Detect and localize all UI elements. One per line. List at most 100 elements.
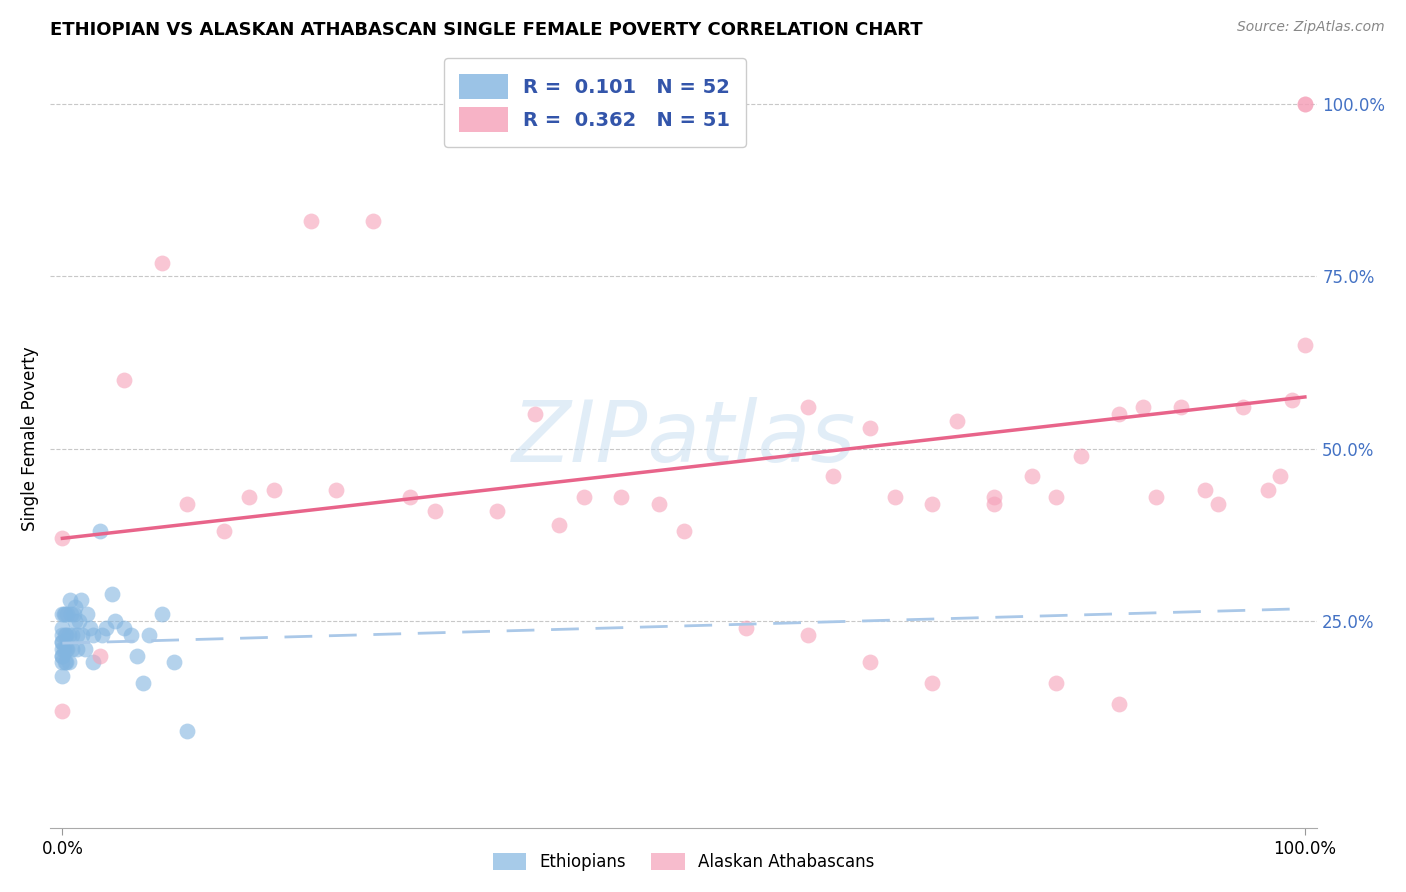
Point	[103, 614, 125, 628]
Point	[132, 676, 155, 690]
Point	[58, 628, 80, 642]
Point	[212, 524, 235, 539]
Point	[1045, 490, 1067, 504]
Point	[176, 724, 198, 739]
Point	[51, 628, 73, 642]
Point	[52, 607, 75, 622]
Point	[1232, 401, 1254, 415]
Point	[548, 517, 571, 532]
Point	[66, 628, 89, 642]
Point	[76, 607, 98, 622]
Point	[114, 373, 136, 387]
Point	[238, 490, 260, 504]
Point	[58, 656, 80, 670]
Point	[63, 614, 86, 628]
Point	[91, 628, 114, 642]
Point	[70, 628, 93, 642]
Point	[523, 407, 546, 421]
Point	[1021, 469, 1043, 483]
Legend: Ethiopians, Alaskan Athabascans: Ethiopians, Alaskan Athabascans	[486, 847, 882, 878]
Point	[859, 421, 882, 435]
Point	[486, 504, 509, 518]
Point	[983, 490, 1005, 504]
Point	[672, 524, 695, 539]
Point	[1045, 676, 1067, 690]
Point	[797, 401, 820, 415]
Point	[299, 214, 322, 228]
Point	[399, 490, 422, 504]
Point	[1281, 393, 1303, 408]
Point	[59, 593, 82, 607]
Point	[55, 641, 77, 656]
Point	[1294, 338, 1316, 352]
Point	[60, 628, 83, 642]
Point	[1194, 483, 1216, 497]
Point	[67, 614, 90, 628]
Point	[51, 621, 73, 635]
Point	[1294, 96, 1316, 111]
Point	[51, 648, 73, 663]
Point	[921, 676, 943, 690]
Point	[1268, 469, 1291, 483]
Point	[73, 641, 96, 656]
Text: ETHIOPIAN VS ALASKAN ATHABASCAN SINGLE FEMALE POVERTY CORRELATION CHART: ETHIOPIAN VS ALASKAN ATHABASCAN SINGLE F…	[51, 21, 922, 39]
Point	[150, 255, 173, 269]
Text: ZIPatlas: ZIPatlas	[512, 397, 856, 480]
Point	[361, 214, 384, 228]
Point	[53, 656, 76, 670]
Point	[120, 628, 142, 642]
Point	[53, 628, 76, 642]
Point	[55, 628, 77, 642]
Point	[325, 483, 347, 497]
Point	[56, 641, 79, 656]
Point	[60, 641, 83, 656]
Point	[946, 414, 969, 428]
Point	[176, 497, 198, 511]
Point	[138, 628, 160, 642]
Point	[797, 628, 820, 642]
Point	[574, 490, 596, 504]
Point	[82, 628, 104, 642]
Point	[648, 497, 671, 511]
Point	[60, 607, 83, 622]
Point	[821, 469, 844, 483]
Point	[1294, 96, 1316, 111]
Point	[883, 490, 905, 504]
Point	[56, 607, 79, 622]
Point	[163, 656, 186, 670]
Point	[1132, 401, 1154, 415]
Point	[82, 656, 104, 670]
Y-axis label: Single Female Poverty: Single Female Poverty	[21, 346, 39, 531]
Point	[51, 634, 73, 648]
Point	[51, 704, 73, 718]
Text: Source: ZipAtlas.com: Source: ZipAtlas.com	[1237, 20, 1385, 34]
Point	[79, 621, 101, 635]
Point	[1108, 407, 1130, 421]
Point	[150, 607, 173, 622]
Point	[734, 621, 756, 635]
Point	[1070, 449, 1092, 463]
Point	[51, 532, 73, 546]
Point	[51, 641, 73, 656]
Point	[62, 607, 84, 622]
Point	[70, 593, 93, 607]
Point	[66, 641, 89, 656]
Point	[51, 669, 73, 683]
Point	[51, 648, 73, 663]
Point	[859, 656, 882, 670]
Point	[52, 641, 75, 656]
Point	[1108, 697, 1130, 711]
Point	[1170, 401, 1192, 415]
Point	[89, 524, 111, 539]
Point	[89, 648, 111, 663]
Point	[263, 483, 285, 497]
Point	[921, 497, 943, 511]
Point	[51, 607, 73, 622]
Point	[101, 586, 124, 600]
Point	[94, 621, 117, 635]
Point	[423, 504, 446, 518]
Point	[1257, 483, 1279, 497]
Point	[125, 648, 148, 663]
Point	[53, 607, 76, 622]
Point	[610, 490, 633, 504]
